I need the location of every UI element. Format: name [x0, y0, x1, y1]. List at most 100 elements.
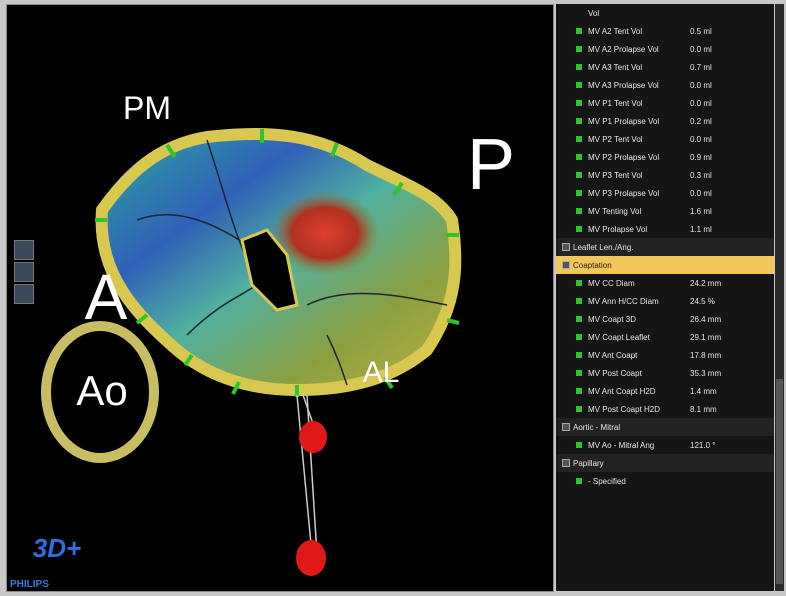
tool-button[interactable]	[14, 240, 34, 260]
row-label: MV P3 Prolapse Vol	[588, 188, 660, 198]
row-value: 121.0 °	[690, 440, 716, 450]
section-header[interactable]: Coaptation	[556, 256, 774, 274]
measurement-row[interactable]: MV A3 Tent Vol 0.7 ml	[556, 58, 774, 76]
row-value: 1.4 mm	[690, 386, 717, 396]
status-marker	[576, 118, 582, 124]
status-marker	[576, 226, 582, 232]
row-label: MV Prolapse Vol	[588, 224, 648, 234]
ring-markers	[95, 129, 460, 397]
papillary-muscle	[296, 540, 326, 576]
section-header[interactable]: Leaflet Len./Ang.	[556, 238, 774, 256]
row-label: MV Coapt Leaflet	[588, 332, 650, 342]
measurement-row[interactable]: - Specified	[556, 472, 774, 490]
scroll-thumb[interactable]	[776, 379, 783, 584]
viewport: PM P A Ao AL 3D+ PHILIPS	[6, 4, 554, 592]
measurement-row[interactable]: MV P2 Tent Vol 0.0 ml	[556, 130, 774, 148]
row-label: MV CC Diam	[588, 278, 635, 288]
status-marker	[576, 316, 582, 322]
measurement-row[interactable]: MV Prolapse Vol 1.1 ml	[556, 220, 774, 238]
measurement-row[interactable]: MV P3 Tent Vol 0.3 ml	[556, 166, 774, 184]
measurement-row[interactable]: MV Ao - Mitral Ang 121.0 °	[556, 436, 774, 454]
row-label: MV A2 Prolapse Vol	[588, 44, 659, 54]
row-value: 17.8 mm	[690, 350, 722, 360]
row-label: Vol	[588, 8, 600, 18]
row-label: MV A3 Tent Vol	[588, 62, 643, 72]
row-value: 8.1 mm	[690, 404, 717, 414]
measurement-row[interactable]: MV A3 Prolapse Vol 0.0 ml	[556, 76, 774, 94]
row-value: 35.3 mm	[690, 368, 722, 378]
measurement-row[interactable]: MV Coapt Leaflet 29.1 mm	[556, 328, 774, 346]
status-marker	[576, 136, 582, 142]
expand-box[interactable]	[562, 243, 570, 251]
section-header[interactable]: Papillary	[556, 454, 774, 472]
status-marker	[576, 406, 582, 412]
section-header[interactable]: Aortic - Mitral	[556, 418, 774, 436]
measurement-row[interactable]: MV CC Diam 24.2 mm	[556, 274, 774, 292]
label-pm: PM	[123, 90, 171, 126]
expand-box[interactable]	[562, 261, 570, 269]
row-value: 26.4 mm	[690, 314, 722, 324]
measurement-row[interactable]: MV Post Coapt 35.3 mm	[556, 364, 774, 382]
measurement-row[interactable]: MV P1 Prolapse Vol 0.2 ml	[556, 112, 774, 130]
segment-lines	[136, 139, 448, 386]
aorta-ring	[41, 321, 159, 463]
row-value: 1.1 ml	[690, 224, 712, 234]
label-ao: Ao	[76, 367, 127, 414]
row-value: 29.1 mm	[690, 332, 722, 342]
measurement-row[interactable]: MV Ann H/CC Diam 24.5 %	[556, 292, 774, 310]
row-value: 0.0 ml	[690, 188, 712, 198]
status-marker	[576, 46, 582, 52]
measurement-row[interactable]: MV Ant Coapt 17.8 mm	[556, 346, 774, 364]
status-marker	[576, 298, 582, 304]
row-value: 0.0 ml	[690, 80, 712, 90]
measurement-row[interactable]: MV Coapt 3D 26.4 mm	[556, 310, 774, 328]
status-marker	[576, 208, 582, 214]
row-label: MV Ao - Mitral Ang	[588, 440, 655, 450]
measurement-row[interactable]: MV Ant Coapt H2D 1.4 mm	[556, 382, 774, 400]
row-value: 0.0 ml	[690, 98, 712, 108]
scrollbar[interactable]	[775, 4, 784, 591]
row-label: MV P1 Tent Vol	[588, 98, 643, 108]
label-al: AL	[363, 356, 400, 389]
row-label: MV P1 Prolapse Vol	[588, 116, 660, 126]
row-label: MV Post Coapt	[588, 368, 642, 378]
measurement-row[interactable]: MV Tenting Vol 1.6 ml	[556, 202, 774, 220]
measurement-row[interactable]: MV Post Coapt H2D 8.1 mm	[556, 400, 774, 418]
measurement-row[interactable]: MV P2 Prolapse Vol 0.9 ml	[556, 148, 774, 166]
measurement-row[interactable]: MV P3 Prolapse Vol 0.0 ml	[556, 184, 774, 202]
valve-render: PM P A Ao AL 3D+ PHILIPS	[10, 90, 515, 590]
row-label: MV P3 Tent Vol	[588, 170, 643, 180]
coaptation-gap	[240, 228, 299, 312]
row-label: MV A3 Prolapse Vol	[588, 80, 659, 90]
label-p: P	[467, 125, 515, 205]
status-marker	[576, 100, 582, 106]
row-value: 0.3 ml	[690, 170, 712, 180]
tool-button[interactable]	[14, 284, 34, 304]
row-label: MV Ant Coapt H2D	[588, 386, 656, 396]
measurement-row[interactable]: MV P1 Tent Vol 0.0 ml	[556, 94, 774, 112]
label-a: A	[85, 261, 128, 333]
tool-button[interactable]	[14, 262, 34, 282]
expand-box[interactable]	[562, 423, 570, 431]
status-marker	[576, 28, 582, 34]
status-marker	[576, 172, 582, 178]
chordae	[296, 394, 318, 556]
row-label: MV A2 Tent Vol	[588, 26, 643, 36]
measurement-row[interactable]: MV A2 Tent Vol 0.5 ml	[556, 22, 774, 40]
continuation-row: Vol	[556, 4, 774, 22]
row-value: 0.9 ml	[690, 152, 712, 162]
status-marker	[576, 388, 582, 394]
row-label: MV P2 Prolapse Vol	[588, 152, 660, 162]
status-marker	[576, 442, 582, 448]
row-label: MV Post Coapt H2D	[588, 404, 661, 414]
status-marker	[576, 352, 582, 358]
status-marker	[576, 82, 582, 88]
section-title: Papillary	[573, 458, 604, 468]
row-value: 0.7 ml	[690, 62, 712, 72]
expand-box[interactable]	[562, 459, 570, 467]
row-label: MV Coapt 3D	[588, 314, 637, 324]
logo-3d: 3D+	[33, 533, 81, 563]
status-marker	[576, 154, 582, 160]
measurement-row[interactable]: MV A2 Prolapse Vol 0.0 ml	[556, 40, 774, 58]
